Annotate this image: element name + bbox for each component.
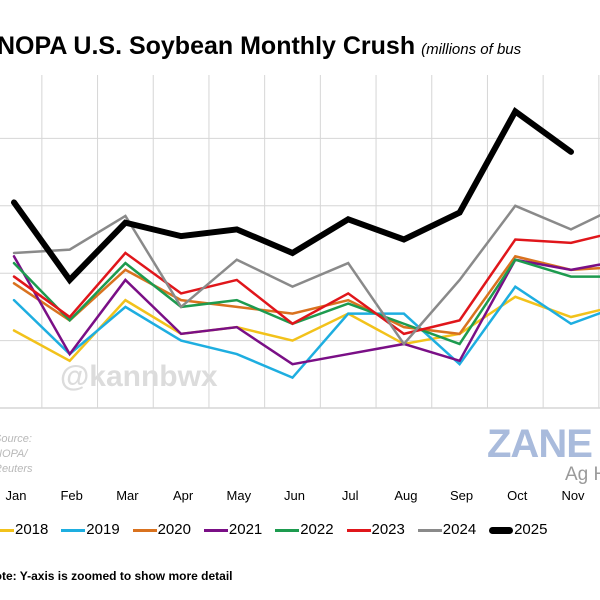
legend: 2018 2019 2020 2021 2022 2023 2024 2025 [0, 521, 600, 541]
series-line-2018 [12, 295, 600, 363]
x-tick-label: Jul [342, 488, 359, 503]
legend-swatch [203, 528, 228, 532]
x-tick-label: Mar [116, 488, 139, 503]
legend-swatch [61, 528, 86, 532]
legend-item-2024: 2024 [417, 521, 477, 539]
x-tick-label: May [227, 488, 252, 503]
legend-swatch [417, 528, 442, 532]
legend-item-2025: 2025 [489, 521, 547, 539]
chart-subtitle: (millions of bus [421, 41, 522, 58]
legend-item-2018: 2018 [0, 521, 48, 539]
legend-label: 2020 [157, 521, 191, 538]
x-tick-label: Aug [394, 488, 417, 503]
legend-item-2023: 2023 [346, 521, 405, 539]
legend-item-2020: 2020 [132, 521, 191, 539]
x-tick-label: Sep [450, 488, 473, 503]
x-tick-label: Feb [60, 488, 82, 503]
logo-tagline: Ag H [565, 464, 600, 485]
title-text: NOPA U.S. Soybean Monthly Crush [0, 32, 416, 60]
chart-title: NOPA U.S. Soybean Monthly Crush (millions… [0, 32, 521, 64]
x-axis-labels: JanFebMarAprMayJunJulAugSepOctNovDec [6, 488, 586, 503]
legend-label: 2023 [371, 521, 405, 538]
legend-label: 2024 [442, 521, 477, 538]
legend-label: 2018 [15, 521, 49, 538]
legend-swatch [0, 528, 14, 532]
legend-swatch [489, 526, 514, 534]
series-line-2024 [12, 204, 600, 347]
x-tick-label: Jan [6, 488, 27, 503]
legend-label: 2021 [228, 521, 263, 538]
source-line: NOPA/ [0, 448, 28, 460]
series-line-2019 [12, 284, 600, 380]
legend-label: 2019 [86, 521, 120, 538]
legend-label: 2022 [300, 521, 334, 538]
x-tick-label: Apr [173, 488, 194, 503]
series-line-2023 [12, 234, 600, 336]
legend-item-2021: 2021 [203, 521, 263, 539]
legend-swatch [132, 528, 157, 532]
logo: ZANE [487, 422, 593, 466]
series-lines [11, 107, 600, 380]
series-line-2025 [11, 107, 574, 285]
x-tick-label: Jun [284, 488, 305, 503]
x-tick-label: Nov [561, 488, 585, 503]
source-note: Source: NOPA/ Reuters [0, 432, 33, 477]
series-line-2022 [12, 258, 600, 346]
legend-label: 2025 [514, 521, 548, 538]
source-line: Reuters [0, 463, 33, 475]
source-line: Source: [0, 433, 32, 445]
legend-item-2022: 2022 [275, 521, 334, 539]
legend-swatch [346, 528, 371, 532]
watermark: @kannbwx [60, 360, 218, 393]
legend-item-2019: 2019 [61, 521, 120, 539]
footnote: Note: Y-axis is zoomed to show more deta… [0, 569, 233, 583]
series-line-2020 [12, 254, 600, 336]
x-tick-label: Oct [507, 488, 528, 503]
legend-swatch [275, 528, 300, 532]
